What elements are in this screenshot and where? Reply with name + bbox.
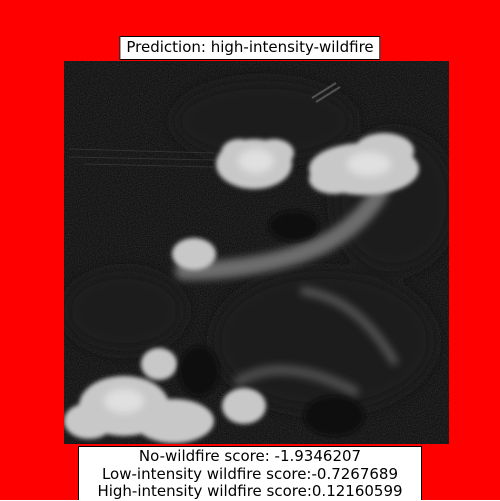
satellite-image-icon bbox=[64, 61, 449, 444]
satellite-image bbox=[64, 61, 449, 444]
no-wildfire-score: No-wildfire score: -1.9346207 bbox=[138, 447, 362, 465]
prediction-title-text: Prediction: high-intensity-wildfire bbox=[126, 38, 374, 56]
prediction-title: Prediction: high-intensity-wildfire bbox=[119, 36, 381, 60]
high-intensity-score: High-intensity wildfire score:0.12160599 bbox=[97, 482, 403, 500]
scores-panel: No-wildfire score: -1.9346207 Low-intens… bbox=[78, 446, 422, 500]
low-intensity-score: Low-intensity wildfire score:-0.7267689 bbox=[101, 464, 399, 483]
